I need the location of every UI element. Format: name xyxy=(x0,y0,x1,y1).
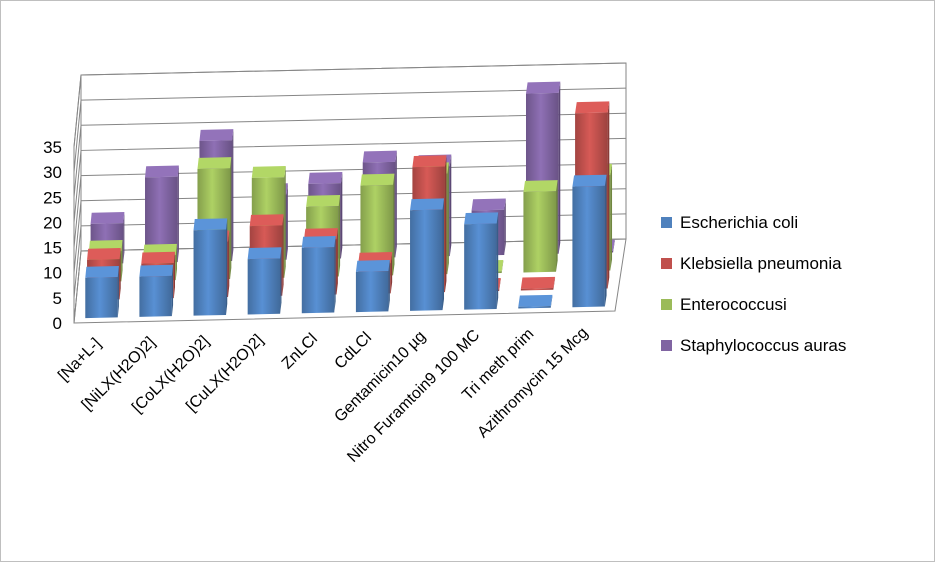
y-axis-tick-labels: 0 5 10 15 20 25 30 35 xyxy=(43,138,62,333)
legend-item: Escherichia coli xyxy=(661,213,798,232)
y-tick-label: 15 xyxy=(43,239,62,258)
legend-swatch xyxy=(661,299,672,310)
gridline xyxy=(73,137,627,223)
legend-swatch xyxy=(661,258,672,269)
legend-swatch xyxy=(661,340,672,351)
category-label: [Na+L-] xyxy=(55,335,104,384)
y-tick-label: 35 xyxy=(43,138,62,157)
legend-label: Enterococcusi xyxy=(680,295,787,314)
y-tick-label: 30 xyxy=(43,163,62,182)
bar-0-5 xyxy=(355,259,390,313)
bar-3-1 xyxy=(145,165,179,263)
y-tick-label: 0 xyxy=(53,314,62,333)
bar-0-0 xyxy=(85,265,119,319)
category-label: CdLCl xyxy=(332,329,375,372)
legend-item: Enterococcusi xyxy=(661,295,787,314)
bar-2-8 xyxy=(523,180,558,273)
bar-0-6 xyxy=(410,198,445,311)
bar-0-1 xyxy=(139,264,174,317)
bar-0-8 xyxy=(518,294,553,309)
bar-1-8 xyxy=(520,276,556,291)
legend-swatch xyxy=(661,217,672,228)
legend-label: Escherichia coli xyxy=(680,213,798,232)
legend-label: Klebsiella pneumonia xyxy=(680,254,842,273)
legend-item: Klebsiella pneumonia xyxy=(661,254,842,273)
bars xyxy=(85,81,615,319)
bar-0-2 xyxy=(193,218,228,316)
gridline xyxy=(73,62,627,148)
y-tick-label: 20 xyxy=(43,213,62,232)
category-label: Gentamicin10 µg xyxy=(331,328,429,426)
gridline xyxy=(73,87,627,173)
legend: Escherichia coli Klebsiella pneumonia Ente… xyxy=(661,213,846,355)
bar-0-9 xyxy=(572,174,607,308)
legend-label: Staphylococcus auras xyxy=(680,336,846,355)
y-tick-label: 25 xyxy=(43,188,62,207)
y-tick-label: 5 xyxy=(53,289,62,308)
bar-0-3 xyxy=(247,247,282,315)
x-axis-category-labels: [Na+L-][NiLX(H2O)2][CoLX(H2O)2][CuLX(H2O… xyxy=(55,324,591,465)
legend-item: Staphylococcus auras xyxy=(661,336,846,355)
gridline xyxy=(73,112,627,198)
bar-0-7 xyxy=(464,212,499,310)
y-tick-label: 10 xyxy=(43,264,62,283)
bar-0-4 xyxy=(301,236,336,314)
category-label: ZnLCl xyxy=(279,330,321,372)
